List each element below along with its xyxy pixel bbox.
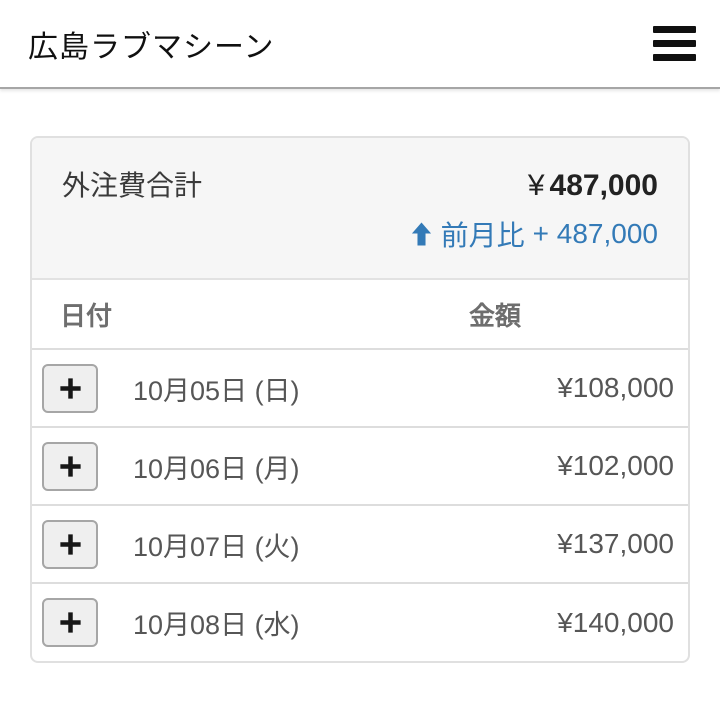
table-row: 10月07日 (火) ¥137,000 — [32, 504, 688, 583]
row-date: 10月08日 (水) — [133, 610, 300, 640]
plus-icon — [59, 377, 81, 399]
yen-sign: ¥ — [527, 169, 545, 202]
expense-table: 日付 金額 10月05日 (日) ¥108,000 — [32, 280, 688, 661]
expand-row-button[interactable] — [42, 519, 98, 569]
row-date: 10月06日 (月) — [133, 453, 300, 484]
column-header-amount: 金額 — [469, 300, 522, 331]
summary-total: ¥487,000 — [528, 169, 658, 203]
expand-row-button[interactable] — [42, 363, 98, 413]
plus-icon — [59, 612, 81, 633]
row-amount: ¥140,000 — [467, 582, 688, 661]
summary-header: 外注費合計 ¥487,000 前月比 + 487,000 — [32, 138, 688, 280]
hamburger-menu-button[interactable] — [651, 20, 698, 67]
row-amount: ¥108,000 — [467, 348, 688, 427]
plus-icon — [59, 533, 81, 555]
row-date: 10月07日 (火) — [133, 531, 300, 562]
month-over-month-label: 前月比 — [440, 220, 525, 251]
month-over-month-value: + 487,000 — [532, 218, 658, 249]
month-over-month: 前月比 + 487,000 — [62, 214, 658, 254]
table-row: 10月06日 (月) ¥102,000 — [32, 426, 688, 505]
hamburger-icon — [653, 40, 696, 47]
column-header-date: 日付 — [60, 300, 113, 331]
expand-row-button[interactable] — [42, 441, 98, 491]
summary-total-value: 487,000 — [549, 169, 658, 202]
hamburger-icon — [653, 54, 696, 61]
row-amount: ¥102,000 — [467, 426, 688, 505]
table-row: 10月05日 (日) ¥108,000 — [32, 348, 688, 427]
page-title: 広島ラブマシーン — [28, 30, 275, 64]
row-date: 10月05日 (日) — [133, 375, 300, 406]
expense-summary-card: 外注費合計 ¥487,000 前月比 + 487,000 日付 金額 — [30, 136, 690, 663]
table-header-row: 日付 金額 — [32, 280, 688, 349]
main-content: 外注費合計 ¥487,000 前月比 + 487,000 日付 金額 — [30, 136, 690, 663]
app-header: 広島ラブマシーン — [0, 0, 720, 89]
hamburger-icon — [653, 26, 696, 33]
summary-title: 外注費合計 — [62, 170, 203, 201]
table-row: 10月08日 (水) ¥140,000 — [32, 582, 688, 661]
plus-icon — [59, 455, 81, 477]
expand-row-button[interactable] — [42, 598, 98, 647]
arrow-up-icon — [410, 221, 433, 247]
row-amount: ¥137,000 — [467, 504, 688, 583]
